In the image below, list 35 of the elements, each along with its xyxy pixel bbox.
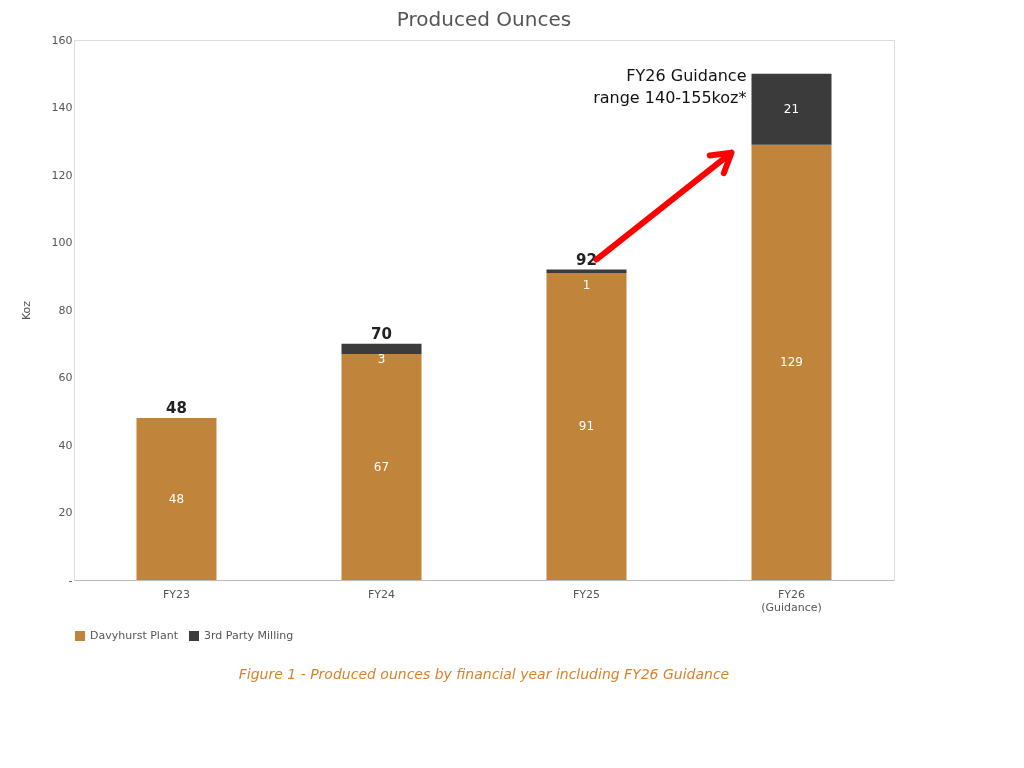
total-label: 92 [576,250,597,269]
data-label: 21 [783,102,800,117]
total-label: 48 [166,399,187,417]
y-tick-label: 40 [58,438,73,452]
x-tick-label: FY23 [162,587,191,601]
bar [341,353,422,580]
total-label: 70 [371,324,392,343]
y-axis-title: Koz [19,300,33,321]
legend-label: 3rd Party Milling [204,629,294,642]
data-label: 91 [578,419,595,434]
y-tick-label: 20 [58,506,73,519]
data-label: 3 [377,351,386,366]
x-tick-label: FY24 [367,587,396,601]
data-label: 129 [780,355,803,370]
data-label: 48 [168,492,185,506]
y-tick-label: 80 [58,303,73,317]
y-tick-label: 100 [51,236,73,249]
legend-label: Davyhurst Plant [90,629,179,642]
y-tick-label: 120 [51,168,73,182]
chart-title: Produced Ounces [396,7,572,31]
x-tick-label: FY26 (Guidance) [761,587,822,614]
bar [751,144,832,580]
y-tick-label: 60 [58,371,73,384]
bar [136,418,217,580]
caption: Figure 1 - Produced ounces by financial year including FY26 Guidance [238,666,730,682]
y-tick-label: 160 [51,33,73,47]
data-label: 1 [582,277,591,292]
bar [546,272,627,580]
data-label: 67 [373,459,390,474]
annotation: FY26 Guidance range 140-155koz* [593,65,747,107]
y-tick-label: - [68,573,73,587]
bar [751,73,832,145]
y-tick-label: 140 [51,101,73,114]
bar [341,343,422,354]
x-tick-label: FY25 [572,587,601,601]
